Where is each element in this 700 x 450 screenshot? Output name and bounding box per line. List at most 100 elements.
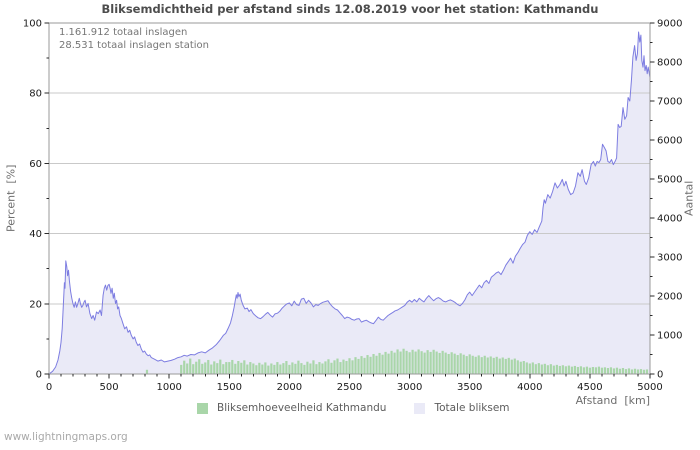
station-bar (333, 360, 336, 374)
station-bar (492, 357, 495, 374)
station-bar (540, 364, 543, 374)
station-bar (201, 363, 204, 374)
y-right-tick-label: 3000 (657, 253, 682, 264)
station-bar (225, 362, 228, 374)
station-bar (411, 349, 414, 374)
station-bar (309, 363, 312, 374)
station-bar (267, 365, 270, 374)
x-tick-label: 500 (100, 382, 119, 393)
watermark-text: www.lightningmaps.org (4, 431, 128, 443)
station-bar (480, 357, 483, 374)
legend-kathmandu-swatch (197, 402, 208, 414)
station-bar (588, 367, 591, 374)
station-bar (282, 363, 285, 374)
station-bar (315, 364, 318, 374)
station-bar (441, 350, 444, 374)
station-bar (195, 361, 198, 374)
station-bar (606, 368, 610, 374)
station-bar (471, 355, 474, 374)
station-bar (546, 365, 549, 374)
station-bar (306, 361, 309, 374)
station-bar (381, 354, 384, 374)
station-bar (621, 368, 625, 374)
y-axis-left-title: Percent [%] (4, 164, 18, 233)
station-bar (351, 360, 354, 374)
station-bar (294, 363, 297, 374)
station-bar (525, 362, 528, 374)
station-bar (477, 355, 480, 374)
x-tick-label: 1000 (156, 382, 181, 393)
y-left-tick-label: 0 (36, 370, 42, 381)
x-tick-label: 2500 (337, 382, 362, 393)
legend-item-totale-bliksem: Totale bliksem (414, 402, 510, 414)
station-bar (264, 362, 267, 374)
total-strikes-note: 1.161.912 totaal inslagen (59, 27, 188, 38)
station-bar (432, 349, 435, 374)
station-bar (612, 368, 616, 374)
y-left-tick-label: 20 (29, 299, 42, 310)
y-right-tick-label: 4000 (657, 214, 682, 225)
station-bar (507, 357, 510, 374)
station-bar (462, 354, 465, 374)
station-bar (420, 351, 423, 374)
x-tick-label: 0 (46, 382, 52, 393)
x-tick-label: 5000 (637, 382, 662, 393)
y-right-tick-label: 9000 (657, 19, 682, 30)
station-bar (312, 360, 315, 374)
station-bar (222, 364, 225, 374)
station-bar (585, 366, 588, 374)
station-bar (246, 364, 249, 374)
station-bar (552, 365, 555, 374)
station-bar (456, 355, 459, 374)
station-bar (504, 358, 507, 374)
station-bar (276, 362, 279, 374)
station-bar (444, 352, 447, 374)
station-bar (510, 359, 513, 374)
station-bar (573, 365, 576, 374)
station-bar (474, 356, 477, 374)
legend-item-kathmandu: Bliksemhoeveelheid Kathmandu (197, 402, 386, 414)
station-bar (618, 368, 622, 374)
station-bar (213, 361, 216, 374)
station-bar (567, 365, 570, 374)
x-tick-label: 1500 (217, 382, 242, 393)
station-bar (366, 355, 369, 374)
station-bar (558, 365, 561, 374)
station-bar (549, 364, 552, 374)
y-right-tick-label: 2000 (657, 292, 682, 303)
station-bar (468, 354, 471, 374)
station-bar (183, 360, 186, 374)
chart-title: Bliksemdichtheid per afstand sinds 12.08… (101, 2, 599, 16)
station-bar (576, 366, 579, 374)
station-bar (288, 364, 291, 374)
y-right-tick-label: 6000 (657, 136, 682, 147)
station-bar (630, 369, 634, 374)
station-bar (237, 361, 240, 374)
station-bar (210, 364, 213, 374)
station-bar (279, 364, 282, 374)
station-bar (627, 368, 631, 374)
station-bar (285, 361, 288, 374)
station-bar (354, 357, 357, 374)
station-bar (336, 358, 339, 374)
station-bar (324, 361, 327, 374)
station-bar (534, 364, 537, 374)
station-bar (273, 364, 276, 374)
station-bar (465, 356, 468, 374)
y-axis-right-title: Aantal (682, 180, 696, 217)
station-bar (501, 357, 504, 374)
station-strikes-note: 28.531 totaal inslagen station (59, 40, 210, 51)
station-bar (219, 359, 222, 374)
station-bar (207, 359, 210, 374)
station-bar (243, 360, 246, 374)
x-axis-title: Afstand [km] (575, 394, 650, 407)
station-bar (408, 352, 411, 374)
station-bar (564, 366, 567, 374)
station-bar (390, 350, 393, 374)
station-bar (231, 359, 234, 374)
station-bar (186, 363, 189, 374)
station-bar (519, 361, 522, 374)
station-bar (513, 358, 516, 374)
x-tick-label: 3000 (397, 382, 422, 393)
